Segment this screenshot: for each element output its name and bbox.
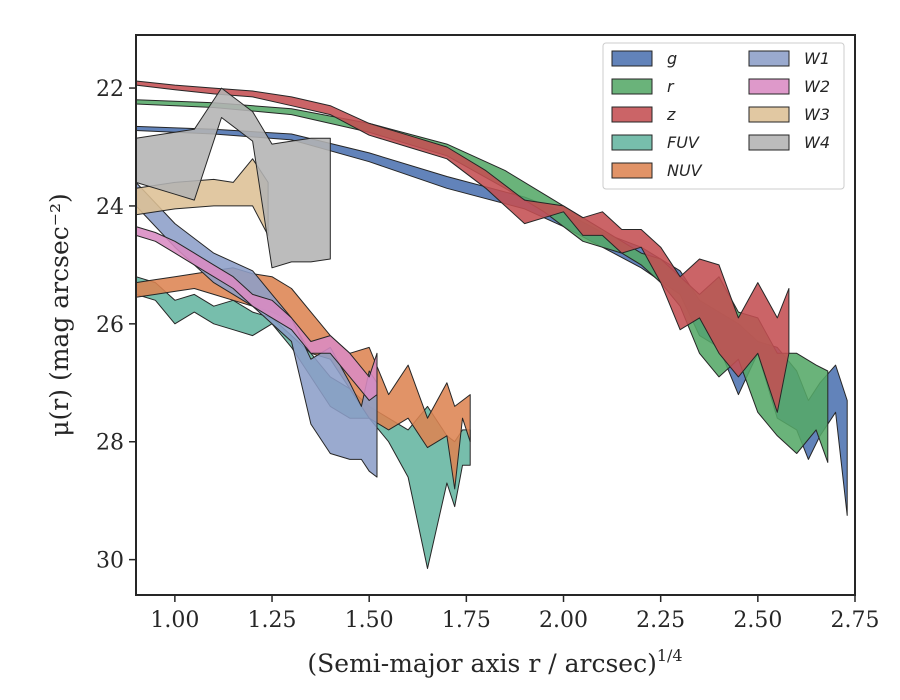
legend-label-w1: W1 bbox=[804, 49, 830, 68]
x-axis-label: (Semi-major axis r / arcsec)1/4 bbox=[307, 646, 682, 678]
legend-swatch-fuv bbox=[611, 134, 653, 151]
y-tick-label: 22 bbox=[96, 77, 124, 102]
legend-swatch-g bbox=[611, 50, 653, 67]
x-tick-label: 1.00 bbox=[150, 608, 199, 633]
x-tick-label: 1.25 bbox=[248, 608, 297, 633]
x-tick-label: 2.75 bbox=[831, 608, 880, 633]
x-tick-label: 1.50 bbox=[345, 608, 394, 633]
band-w4 bbox=[135, 87, 331, 269]
band-w2 bbox=[135, 226, 378, 401]
x-tick-label: 2.50 bbox=[733, 608, 782, 633]
y-tick-label: 24 bbox=[96, 195, 124, 220]
legend-label-z: z bbox=[666, 105, 676, 124]
legend-swatch-z bbox=[611, 106, 653, 123]
band-nuv bbox=[135, 267, 471, 490]
legend-label-g: g bbox=[667, 49, 677, 68]
legend-label-fuv: FUV bbox=[667, 133, 700, 152]
y-axis-label: μ(r) (mag arcsec⁻²) bbox=[45, 193, 74, 436]
legend-items: grz FUV NUV W1 W2 W3 W4 bbox=[611, 49, 830, 180]
plot-frame bbox=[135, 34, 856, 596]
legend-swatch-w2 bbox=[748, 78, 790, 95]
y-tick-label: 26 bbox=[96, 313, 124, 338]
y-tick-label: 28 bbox=[96, 431, 124, 456]
x-axis-label-exponent: 1/4 bbox=[657, 646, 683, 665]
y-tick-label: 30 bbox=[96, 549, 124, 574]
x-ticks: 1.00 1.25 1.50 1.75 2.00 2.25 2.50 2.75 bbox=[150, 595, 879, 633]
x-tick-label: 2.00 bbox=[539, 608, 588, 633]
x-axis-label-text: (Semi-major axis r / arcsec) bbox=[307, 649, 656, 678]
x-tick-label: 1.75 bbox=[442, 608, 491, 633]
legend-label-r: r bbox=[667, 77, 675, 96]
legend-label-w3: W3 bbox=[804, 105, 830, 124]
band-z bbox=[135, 80, 790, 413]
legend-swatch-w3 bbox=[748, 106, 790, 123]
bands-layer bbox=[135, 80, 848, 569]
legend-label-w4: W4 bbox=[804, 133, 830, 152]
legend-label-nuv: NUV bbox=[667, 161, 703, 180]
legend-swatch-w4 bbox=[748, 134, 790, 151]
legend-label-w2: W2 bbox=[804, 77, 830, 96]
y-ticks: 22 24 26 28 30 bbox=[96, 77, 136, 574]
legend-swatch-nuv bbox=[611, 162, 653, 179]
legend-swatch-w1 bbox=[748, 50, 790, 67]
legend: grz FUV NUV W1 W2 W3 W4 bbox=[602, 42, 845, 190]
x-tick-label: 2.25 bbox=[636, 608, 685, 633]
legend-swatch-r bbox=[611, 78, 653, 95]
